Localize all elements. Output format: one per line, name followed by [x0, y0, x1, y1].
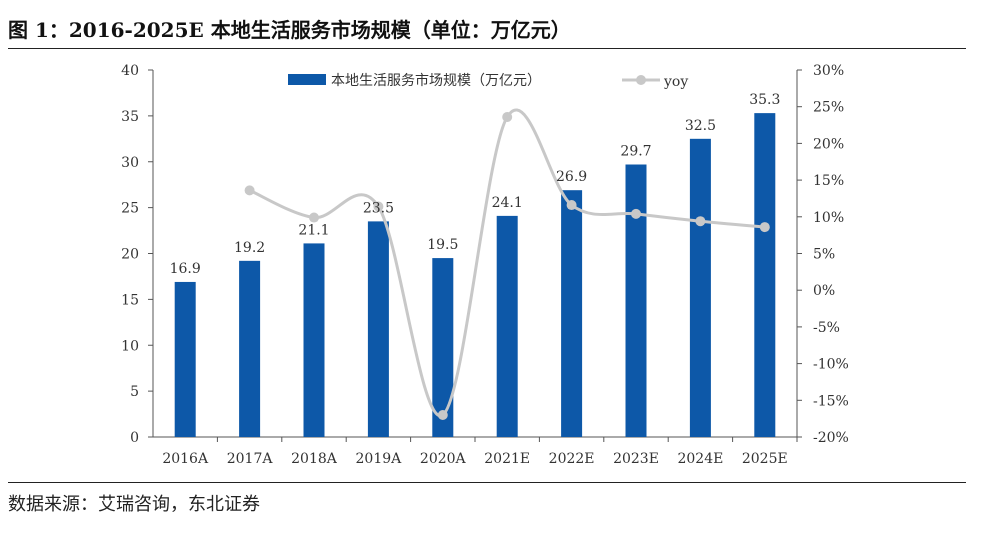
bar	[689, 138, 711, 437]
yoy-point	[502, 111, 513, 122]
right-tick-label: 5%	[813, 247, 835, 263]
x-tick-label: 2022E	[549, 451, 595, 467]
x-tick-label: 2021E	[484, 451, 530, 467]
left-tick-label: 10	[121, 338, 139, 354]
left-tick-label: 40	[121, 63, 139, 79]
x-tick-label: 2019A	[356, 451, 403, 467]
right-tick-label: -20%	[813, 430, 849, 446]
x-tick-label: 2018A	[291, 451, 338, 467]
legend-bar-label: 本地生活服务市场规模（万亿元）	[331, 72, 541, 89]
bar	[367, 221, 389, 437]
left-tick-label: 5	[130, 384, 139, 400]
right-tick-label: -10%	[813, 357, 849, 373]
right-tick-label: 15%	[813, 173, 844, 189]
x-tick-label: 2023E	[613, 451, 659, 467]
bar	[561, 190, 583, 437]
legend-yoy-label: yoy	[663, 74, 688, 90]
yoy-point	[631, 208, 641, 219]
bar	[496, 215, 518, 437]
left-tick-label: 35	[121, 109, 139, 125]
left-tick-label: 30	[121, 155, 139, 171]
x-tick-label: 2017A	[227, 451, 274, 467]
yoy-point	[437, 409, 448, 420]
x-tick-label: 2020A	[420, 451, 467, 467]
left-tick-label: 25	[121, 201, 139, 217]
yoy-point	[695, 216, 706, 227]
bar-data-label: 24.1	[492, 195, 523, 211]
x-tick-label: 2016A	[162, 451, 209, 467]
right-tick-label: 0%	[813, 283, 835, 299]
right-tick-label: 10%	[813, 210, 844, 226]
right-tick-label: 30%	[813, 63, 844, 79]
bar-data-label: 19.5	[427, 237, 458, 253]
source-note: 数据来源：艾瑞咨询，东北证券	[8, 494, 260, 515]
top-rule	[8, 48, 966, 49]
yoy-line	[248, 108, 765, 418]
left-tick-label: 0	[130, 430, 139, 446]
bar-data-label: 26.9	[556, 169, 587, 185]
x-tick-label: 2025E	[742, 451, 788, 467]
right-tick-label: -5%	[813, 320, 840, 336]
bottom-rule	[8, 482, 966, 483]
bar-data-label: 16.9	[170, 261, 201, 277]
right-tick-label: 20%	[813, 136, 844, 152]
legend-bar-swatch	[288, 74, 326, 85]
bar-data-label: 29.7	[620, 144, 651, 160]
bar	[754, 113, 776, 437]
right-tick-label: -15%	[813, 393, 849, 409]
yoy-point	[373, 201, 384, 212]
x-tick-label: 2024E	[677, 451, 723, 467]
bar-data-label: 32.5	[685, 118, 716, 134]
bar	[432, 258, 454, 437]
yoy-point	[309, 212, 319, 223]
bar	[239, 260, 261, 437]
left-tick-label: 20	[121, 247, 139, 263]
yoy-point	[566, 200, 577, 211]
bar	[303, 243, 325, 437]
figure-title: 图 1：2016-2025E 本地生活服务市场规模（单位：万亿元）	[8, 18, 571, 42]
bar-data-label: 23.5	[363, 200, 394, 216]
yoy-point	[244, 185, 255, 196]
bar-data-label: 21.1	[298, 222, 329, 238]
legend-yoy-marker	[636, 75, 646, 85]
chart: 0 5 10 15 20 25 30 35 40 -20% -15% -10% -5% 0% 5% 10% 15…	[121, 63, 849, 467]
bar	[174, 281, 196, 437]
bar	[625, 164, 647, 437]
bar-data-label: 35.3	[749, 92, 780, 108]
yoy-point	[759, 222, 770, 233]
right-tick-label: 25%	[813, 100, 844, 116]
bar-data-label: 19.2	[234, 240, 265, 256]
left-tick-label: 15	[121, 292, 139, 308]
